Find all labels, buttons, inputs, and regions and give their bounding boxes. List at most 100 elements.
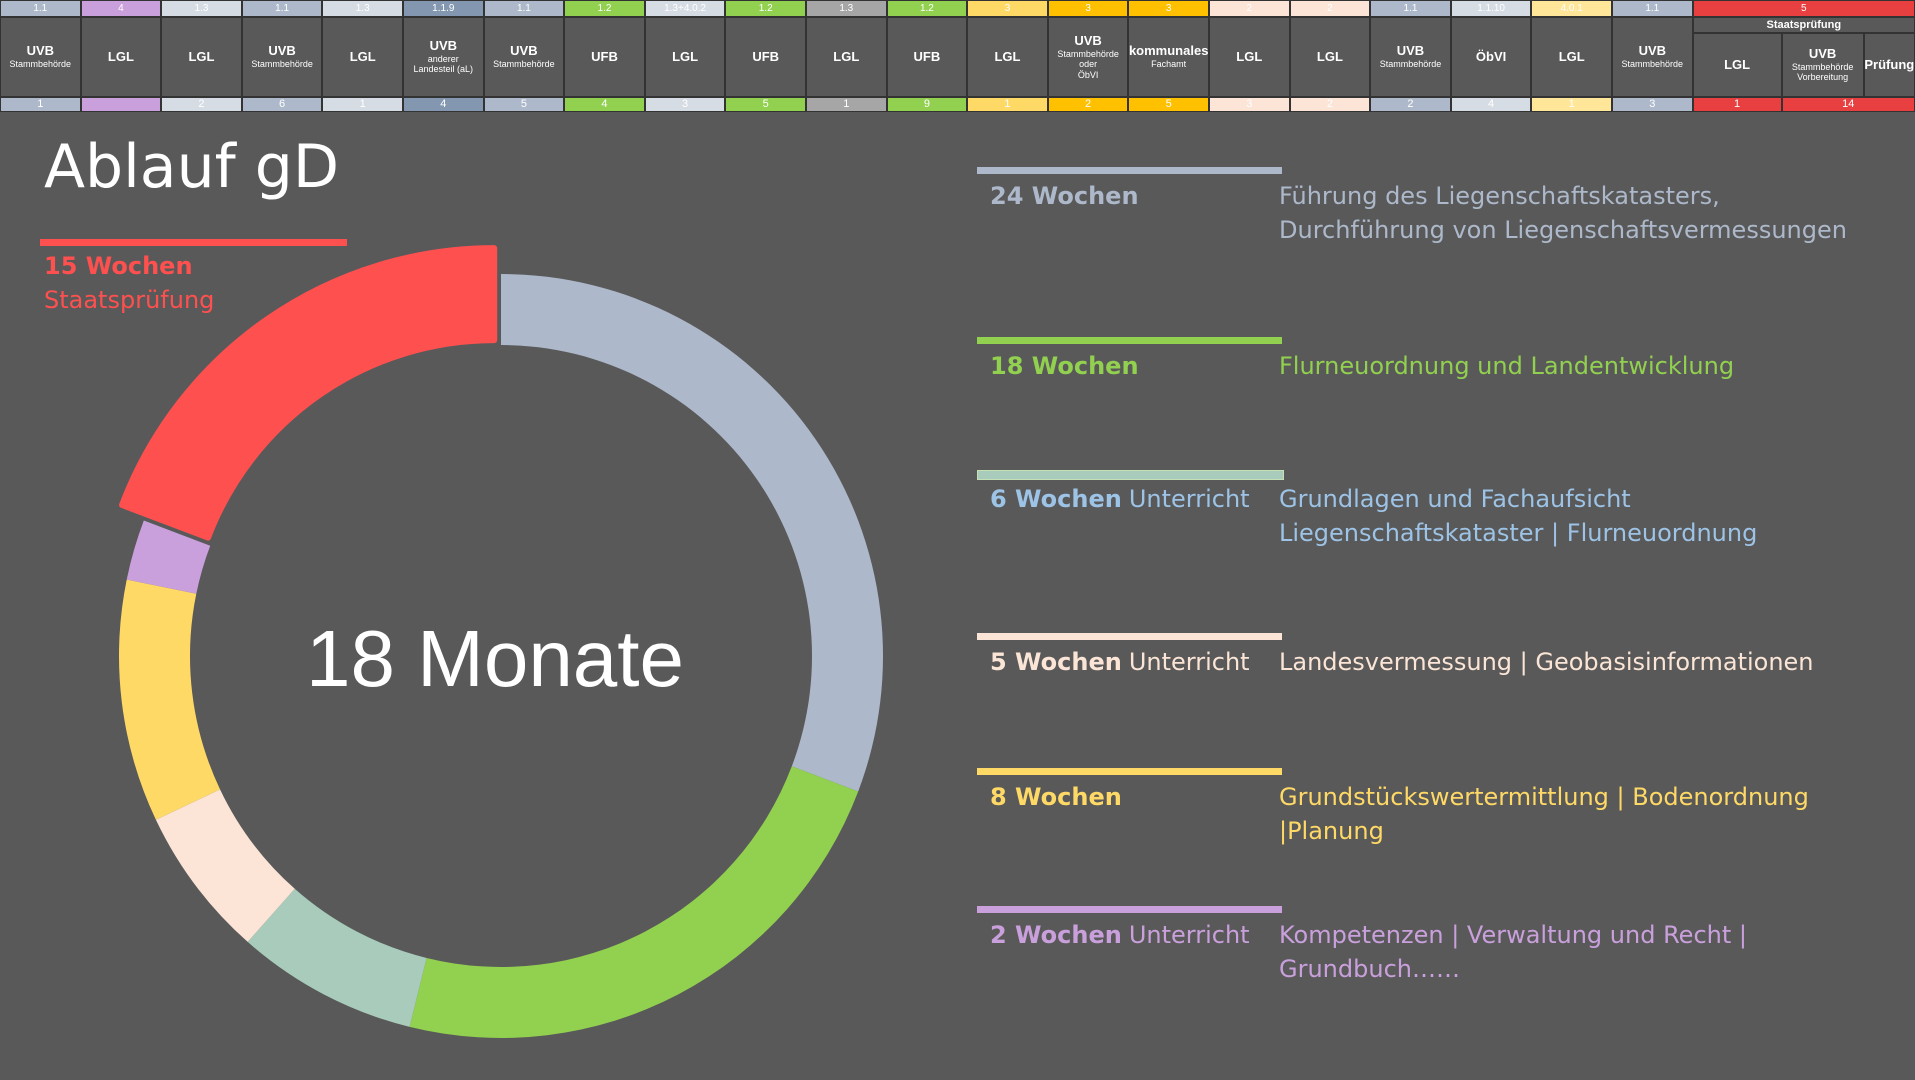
cell-text: Fachamt (1151, 59, 1187, 70)
donut-segment (155, 789, 295, 942)
cell-text: UVB (510, 43, 538, 59)
cell-text: Stammbehörde (1057, 48, 1119, 59)
cell-text: UFB (913, 48, 941, 64)
label-cell: UVB Stammbehörde oder ÖbVI (1047, 17, 1129, 97)
cell-text: LGL (994, 48, 1021, 64)
cell-text: UVB (1638, 43, 1667, 59)
count-cell: 4 (403, 97, 484, 112)
label-cell: LGL (322, 17, 403, 97)
cell-text: LGL (833, 48, 860, 64)
code-cell: 3 (967, 0, 1048, 17)
cell-text: LGL (1558, 48, 1585, 64)
count-cell: 1 (322, 97, 403, 112)
legend-suffix: Unterricht (1128, 648, 1250, 676)
cell-text: Prüfung (1864, 56, 1915, 72)
cell-text: UFB (752, 48, 780, 64)
exam-code: 5 (1692, 0, 1915, 17)
legend-description: Grundstückswertermittlung | Bodenordnung… (1279, 783, 1809, 845)
code-cell: 1.1.9 (403, 0, 484, 17)
exam-label-cell: Prüfung (1863, 33, 1915, 97)
legend-description: Staatsprüfung (44, 286, 215, 314)
cell-text: UVB (26, 43, 55, 59)
cell-text: UFB (591, 48, 618, 64)
cell-text: LGL (107, 48, 134, 64)
legend-label: 5 Wochen Unterricht (990, 645, 1250, 679)
cell-text: Stammbehörde (493, 59, 555, 70)
legend-label: 2 Wochen Unterricht (990, 918, 1250, 952)
cell-text: Vorbereitung (1797, 72, 1849, 83)
code-cell: 1.1 (0, 0, 81, 17)
exam-count: 14 (1781, 97, 1915, 112)
count-cell: 4 (564, 97, 645, 112)
cell-text: Stammbehörde (1791, 62, 1854, 73)
count-cell: 1 (0, 97, 81, 112)
legend-swatch (977, 167, 1282, 174)
label-cell: LGL (80, 17, 162, 97)
label-cell: LGL (1531, 17, 1612, 97)
cell-text: LGL (1724, 56, 1751, 72)
count-cell: 1 (967, 97, 1048, 112)
donut-segment (118, 579, 221, 820)
cell-text: ÖbVI (1077, 69, 1099, 80)
label-cell: LGL (644, 17, 726, 97)
cell-text: Stammbehörde (9, 59, 72, 70)
slide-title: Ablauf gD (44, 132, 340, 202)
legend-description: Führung des Liegenschaftskatasters, Durc… (1279, 182, 1847, 244)
cell-text: LGL (1316, 48, 1343, 64)
cell-text: ÖbVI (1475, 48, 1507, 64)
count-cell: 5 (725, 97, 806, 112)
legend-description: Kompetenzen | Verwaltung und Recht | Gru… (1279, 921, 1747, 983)
code-cell: 1.1.10 (1450, 0, 1532, 17)
legend-description: Flurneuordnung und Landentwicklung (1279, 352, 1735, 380)
cell-text: UVB (1074, 33, 1102, 49)
code-cell: 3 (1128, 0, 1209, 17)
legend-value: 5 Wochen (990, 648, 1122, 676)
legend-label: 18 Wochen (990, 349, 1139, 383)
count-cell: 3 (1612, 97, 1693, 112)
count-cell: 3 (644, 97, 726, 112)
code-cell: 1.2 (564, 0, 645, 17)
legend-label: 8 Wochen (990, 780, 1122, 814)
label-cell: UVB Stammbehörde (241, 17, 323, 97)
label-cell: LGL (1209, 17, 1290, 97)
legend-value: 15 Wochen (44, 252, 193, 280)
cell-text: UVB (1396, 43, 1425, 59)
count-cell: 6 (241, 97, 323, 112)
cell-text: kommunales (1128, 43, 1209, 59)
cell-text: LGL (1236, 48, 1263, 64)
cell-text: LGL (349, 48, 376, 64)
legend-value: 24 Wochen (990, 182, 1139, 210)
legend-value: 6 Wochen (990, 485, 1122, 513)
count-cell: 2 (1047, 97, 1129, 112)
code-cell: 1.1 (1612, 0, 1693, 17)
code-cell: 2 (1209, 0, 1290, 17)
legend-description: Landesvermessung | Geobasisinformationen (1279, 648, 1814, 676)
legend-description: Grundlagen und Fachaufsicht Liegenschaft… (1279, 485, 1758, 547)
count-cell: 3 (1209, 97, 1290, 112)
legend-swatch (977, 337, 1282, 344)
exam-count: 1 (1692, 97, 1782, 112)
code-cell: 1.1 (483, 0, 565, 17)
label-cell: UFB (564, 17, 645, 97)
legend-label: 24 Wochen (990, 179, 1139, 213)
code-cell: 1.2 (725, 0, 806, 17)
count-cell: 5 (1128, 97, 1209, 112)
legend-value: 8 Wochen (990, 783, 1122, 811)
cell-text: LGL (672, 48, 699, 64)
legend-swatch (977, 470, 1284, 480)
cell-text: Stammbehörde (1621, 59, 1684, 70)
cell-text: oder (1079, 59, 1098, 70)
count-cell: 1 (806, 97, 887, 112)
exam-label-cell: UVB Stammbehörde Vorbereitung (1781, 33, 1864, 97)
donut-segment (501, 274, 883, 792)
code-cell: 1.1 (1370, 0, 1451, 17)
label-cell: UVB Stammbehörde (1612, 17, 1693, 97)
donut-segment (409, 766, 859, 1038)
legend-value: 2 Wochen (990, 921, 1122, 949)
cell-text: Stammbehörde (251, 59, 313, 70)
cell-text: Landesteil (aL) (413, 64, 474, 75)
label-cell: kommunales Fachamt (1128, 17, 1209, 97)
legend-suffix: Unterricht (1128, 921, 1250, 949)
cell-text: anderer (427, 54, 459, 65)
label-cell: LGL (1289, 17, 1371, 97)
